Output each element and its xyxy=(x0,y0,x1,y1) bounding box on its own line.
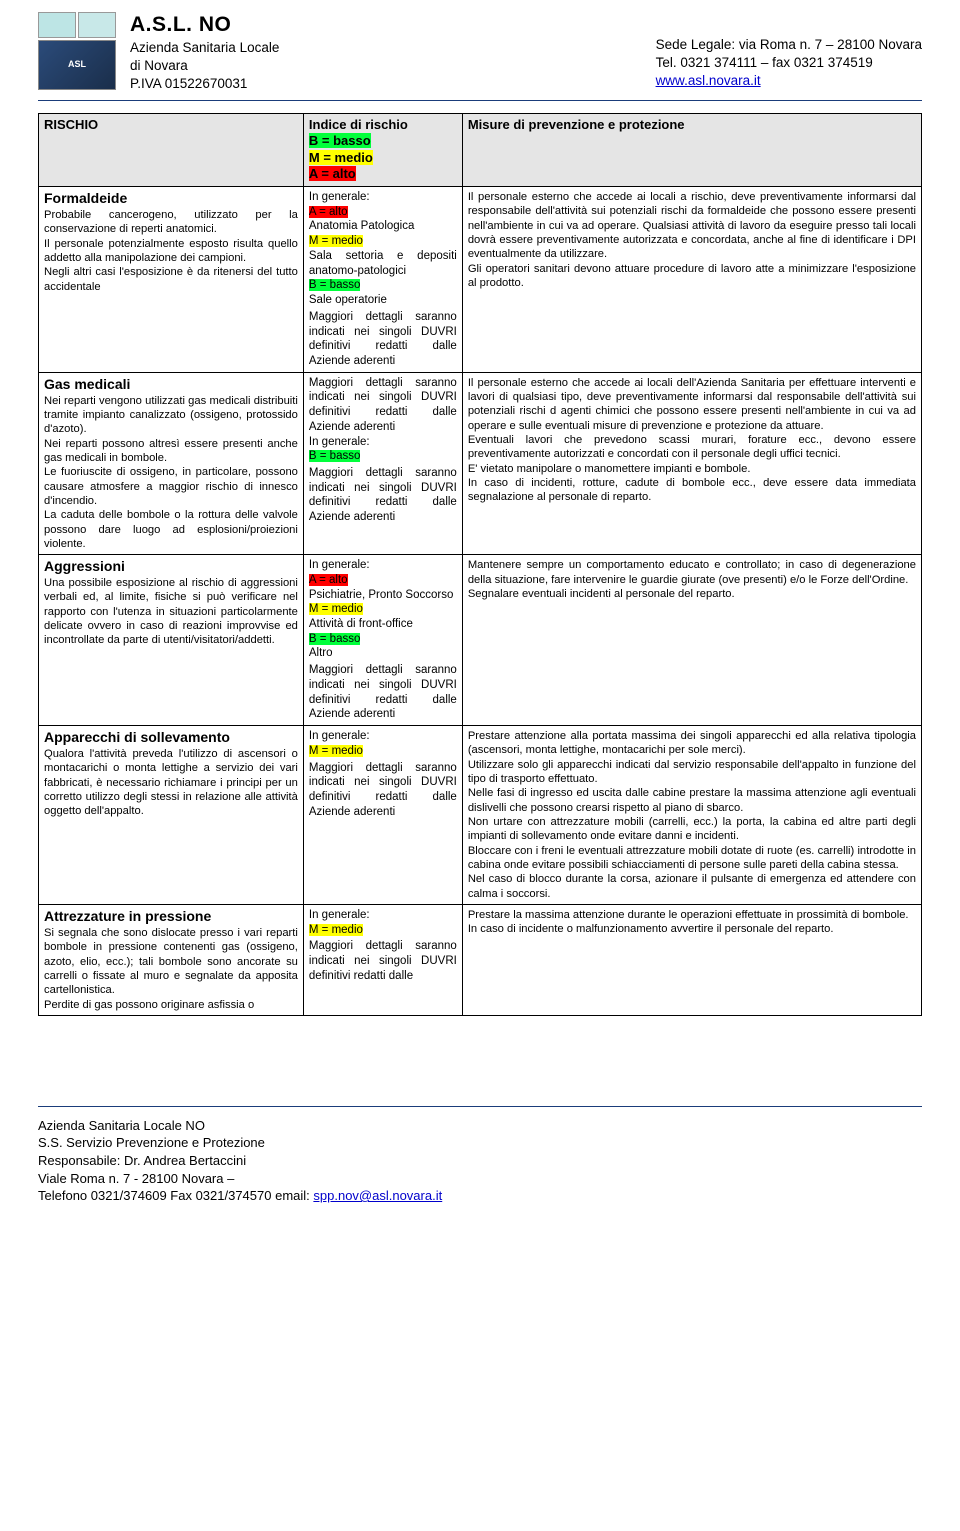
index-cell: Maggiori dettagli saranno indicati nei s… xyxy=(303,372,462,555)
col-header-indice: Indice di rischioB = bassoM = medioA = a… xyxy=(303,113,462,187)
org-contact: Tel. 0321 374111 – fax 0321 374519 xyxy=(656,54,922,72)
footer-l2: S.S. Servizio Prevenzione e Protezione xyxy=(38,1134,922,1152)
org-line4: P.IVA 01522670031 xyxy=(130,75,279,93)
risk-cell: Attrezzature in pressioneSi segnala che … xyxy=(39,905,304,1016)
index-cell: In generale:M = medioMaggiori dettagli s… xyxy=(303,905,462,1016)
org-address: Sede Legale: via Roma n. 7 – 28100 Novar… xyxy=(656,36,922,54)
org-line2: Azienda Sanitaria Locale xyxy=(130,39,279,57)
measures-cell: Prestare la massima attenzione durante l… xyxy=(462,905,921,1016)
risk-cell: Gas medicaliNei reparti vengono utilizza… xyxy=(39,372,304,555)
risk-cell: FormaldeideProbabile cancerogeno, utiliz… xyxy=(39,187,304,373)
table-row: Gas medicaliNei reparti vengono utilizza… xyxy=(39,372,922,555)
measures-cell: Mantenere sempre un comportamento educat… xyxy=(462,555,921,726)
table-row: FormaldeideProbabile cancerogeno, utiliz… xyxy=(39,187,922,373)
risk-cell: AggressioniUna possibile esposizione al … xyxy=(39,555,304,726)
org-title: A.S.L. NO xyxy=(130,12,279,39)
footer-l3: Responsabile: Dr. Andrea Bertaccini xyxy=(38,1152,922,1170)
measures-cell: Il personale esterno che accede ai local… xyxy=(462,372,921,555)
col-header-misure: Misure di prevenzione e protezione xyxy=(462,113,921,187)
risk-table: RISCHIOIndice di rischioB = bassoM = med… xyxy=(38,113,922,1016)
footer-l5-text: Telefono 0321/374609 Fax 0321/374570 ema… xyxy=(38,1188,313,1203)
footer-l1: Azienda Sanitaria Locale NO xyxy=(38,1117,922,1135)
index-cell: In generale:A = altoPsichiatrie, Pronto … xyxy=(303,555,462,726)
table-row: Attrezzature in pressioneSi segnala che … xyxy=(39,905,922,1016)
risk-cell: Apparecchi di sollevamentoQualora l'atti… xyxy=(39,726,304,905)
table-row: Apparecchi di sollevamentoQualora l'atti… xyxy=(39,726,922,905)
measures-cell: Il personale esterno che accede ai local… xyxy=(462,187,921,373)
footer-l5: Telefono 0321/374609 Fax 0321/374570 ema… xyxy=(38,1187,922,1205)
logo: ASL xyxy=(38,12,116,90)
table-row: AggressioniUna possibile esposizione al … xyxy=(39,555,922,726)
header-separator xyxy=(38,100,922,101)
index-cell: In generale:A = altoAnatomia PatologicaM… xyxy=(303,187,462,373)
page-footer: Azienda Sanitaria Locale NO S.S. Servizi… xyxy=(38,1106,922,1205)
measures-cell: Prestare attenzione alla portata massima… xyxy=(462,726,921,905)
page-header: ASL A.S.L. NO Azienda Sanitaria Locale d… xyxy=(38,12,922,94)
org-link[interactable]: www.asl.novara.it xyxy=(656,73,761,88)
org-line3: di Novara xyxy=(130,57,279,75)
footer-email-link[interactable]: spp.nov@asl.novara.it xyxy=(313,1188,442,1203)
col-header-rischio: RISCHIO xyxy=(39,113,304,187)
index-cell: In generale:M = medioMaggiori dettagli s… xyxy=(303,726,462,905)
footer-l4: Viale Roma n. 7 - 28100 Novara – xyxy=(38,1170,922,1188)
